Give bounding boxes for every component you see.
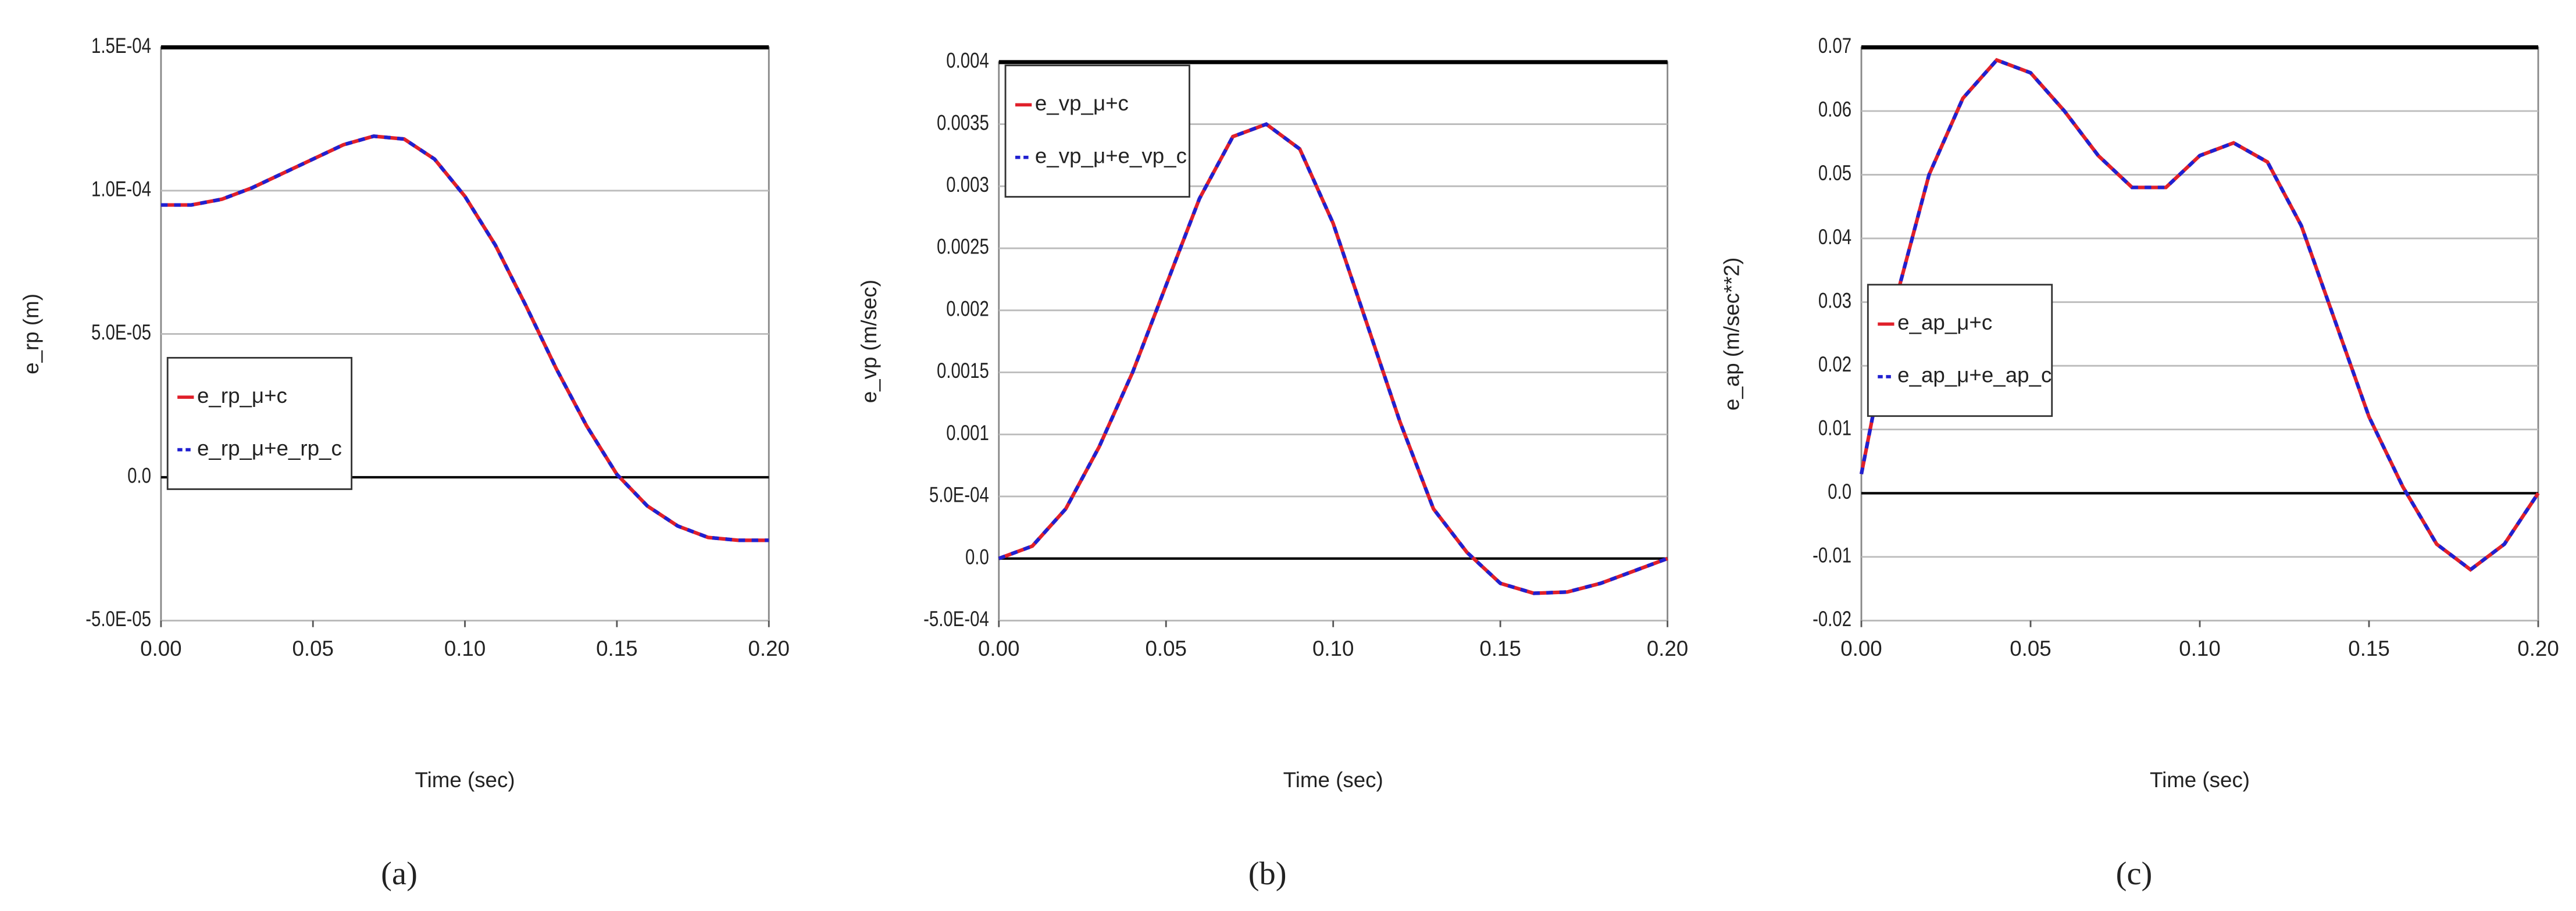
legend-box <box>166 356 353 490</box>
y-tick-label: 0.0025 <box>937 235 989 259</box>
chart: 0.07 0.06 0.05 0.04 0.03 0.02 0.01 0.0 -0.01 -0.0… <box>1719 34 2559 892</box>
y-tick-label: -0.02 <box>1813 608 1851 631</box>
y-axis-title: e_vp (m/sec) <box>857 280 881 403</box>
x-tick-label: 0.10 <box>2179 637 2220 660</box>
y-tick-label: 0.0 <box>127 465 151 488</box>
y-tick-label: 0.0 <box>1828 480 1851 504</box>
y-tick-label: 0.04 <box>1818 226 1851 249</box>
series-line <box>160 134 769 542</box>
y-tick-label: 0.05 <box>1818 162 1851 185</box>
y-tick-label: 0.07 <box>1818 34 1851 58</box>
y-tick-label: 0.003 <box>946 173 989 197</box>
y-tick-label: 0.06 <box>1818 98 1851 122</box>
x-tick-label: 0.20 <box>748 637 789 660</box>
legend-label: e_rp_μ+e_rp_c <box>197 436 342 460</box>
y-tick-label: 5.0E-05 <box>91 321 151 345</box>
x-tick-label: 0.15 <box>1479 637 1521 660</box>
x-tick-label: 0.20 <box>1647 637 1688 660</box>
y-tick-label: 0.01 <box>1818 416 1851 440</box>
x-axis-title: Time (sec) <box>1283 768 1383 792</box>
x-tick-label: 0.10 <box>444 637 486 660</box>
x-tick-label: 0.05 <box>2010 637 2051 660</box>
y-tick-label: 0.004 <box>946 49 989 73</box>
y-tick-label: 0.001 <box>946 421 989 445</box>
x-tick-label: 0.10 <box>1312 637 1354 660</box>
series-line <box>998 122 1668 595</box>
x-axis-title: Time (sec) <box>2150 768 2250 792</box>
y-tick-label: 0.02 <box>1818 353 1851 377</box>
y-tick-label: 1.5E-04 <box>91 34 151 58</box>
x-tick-label: 0.05 <box>292 637 333 660</box>
x-tick-label: 0.05 <box>1145 637 1186 660</box>
y-tick-label: -5.0E-04 <box>923 608 989 631</box>
chart: 1.5E-04 1.0E-04 5.0E-05 0.0 -5.0E-05 0.00 0.05… <box>19 34 790 892</box>
legend-box <box>1867 284 2053 417</box>
y-tick-label: 0.0 <box>965 545 989 569</box>
x-axis-title: Time (sec) <box>415 768 515 792</box>
y-axis-title: e_ap (m/sec**2) <box>1719 258 1743 410</box>
x-tick-label: 0.15 <box>2348 637 2389 660</box>
y-tick-label: 5.0E-04 <box>929 484 989 508</box>
y-tick-label: 0.002 <box>946 297 989 321</box>
legend-label: e_ap_μ+c <box>1897 310 1992 334</box>
y-tick-label: -0.01 <box>1813 544 1851 568</box>
chart: 0.004 0.0035 0.003 0.0025 0.002 0.0015 0.001 5.… <box>857 49 1688 892</box>
legend-label: e_vp_μ+c <box>1035 91 1129 115</box>
legend-box <box>1004 65 1190 198</box>
legend-label: e_ap_μ+e_ap_c <box>1897 363 2051 387</box>
caption: (c) <box>2116 856 2153 892</box>
x-tick-label: 0.15 <box>596 637 637 660</box>
y-axis-title: e_rp (m) <box>19 294 43 374</box>
x-tick-label: 0.00 <box>978 637 1019 660</box>
legend-label: e_vp_μ+e_vp_c <box>1035 144 1187 167</box>
y-tick-label: 1.0E-04 <box>91 178 151 202</box>
y-tick-label: 0.03 <box>1818 289 1851 313</box>
y-tick-label: 0.0015 <box>937 359 989 383</box>
caption: (a) <box>381 856 418 892</box>
legend-label: e_rp_μ+c <box>197 384 287 408</box>
x-tick-label: 0.00 <box>140 637 181 660</box>
y-tick-label: 0.0035 <box>937 111 989 135</box>
x-tick-label: 0.20 <box>2517 637 2559 660</box>
y-tick-label: -5.0E-05 <box>85 608 151 631</box>
series-line <box>1859 58 2540 572</box>
x-tick-label: 0.00 <box>1840 637 1882 660</box>
caption: (b) <box>1248 856 1287 892</box>
